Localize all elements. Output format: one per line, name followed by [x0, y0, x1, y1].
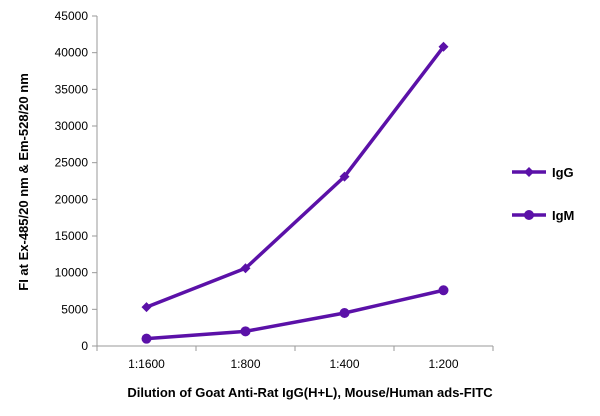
y-axis-label: FI at Ex-485/20 nm & Em-528/20 nm [16, 73, 31, 290]
legend-item-igm: IgM [512, 208, 574, 223]
y-tick-label: 20000 [55, 192, 89, 206]
legend-marker-igm [524, 210, 534, 220]
y-tick-label: 25000 [55, 156, 89, 170]
x-tick-label: 1:200 [428, 357, 458, 371]
y-tick-label: 10000 [55, 266, 89, 280]
y-tick-label: 40000 [55, 46, 89, 60]
x-tick-label: 1:800 [230, 357, 260, 371]
data-point-igm [339, 308, 350, 318]
legend-marker-igg [524, 167, 534, 177]
x-axis-label: Dilution of Goat Anti-Rat IgG(H+L), Mous… [127, 385, 493, 400]
legend-label-igm: IgM [552, 208, 574, 223]
x-tick-label: 1:1600 [128, 357, 165, 371]
y-axis-ticks: 0 5000 10000 15000 20000 25000 30000 35000 40000… [55, 9, 97, 353]
series-igg [141, 41, 449, 313]
data-point-igm [438, 285, 449, 296]
y-tick-label: 30000 [55, 119, 89, 133]
series-layer [141, 41, 449, 344]
series-line-igm [146, 288, 444, 341]
y-tick-label: 15000 [55, 229, 89, 243]
legend: IgG IgM [512, 165, 574, 223]
data-point-igm [240, 326, 251, 337]
series-igm [141, 285, 449, 344]
legend-item-igg: IgG [512, 165, 574, 180]
series-line-igg [145, 45, 445, 309]
data-point-igg [438, 41, 449, 52]
data-point-igm [141, 333, 152, 344]
data-point-igg [240, 263, 251, 274]
y-tick-label: 35000 [55, 82, 89, 96]
y-tick-label: 0 [81, 339, 88, 353]
x-axis-ticks: 1:1600 1:800 1:400 1:200 [96, 346, 494, 371]
x-tick-label: 1:400 [329, 357, 359, 371]
legend-label-igg: IgG [552, 165, 574, 180]
y-tick-label: 5000 [61, 302, 88, 316]
data-point-igg [339, 171, 350, 182]
y-tick-label: 45000 [55, 9, 89, 23]
data-point-igg [141, 302, 152, 313]
